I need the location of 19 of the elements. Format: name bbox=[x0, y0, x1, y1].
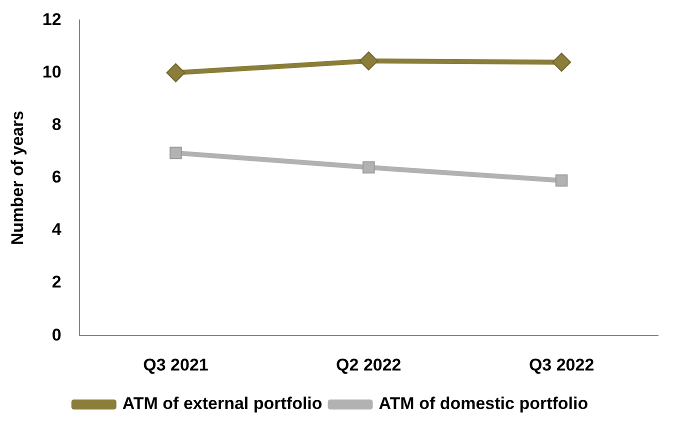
legend-label: ATM of domestic portfolio bbox=[378, 394, 588, 414]
y-axis-title: Number of years bbox=[8, 110, 27, 245]
legend-label: ATM of external portfolio bbox=[122, 394, 322, 414]
x-tick-label: Q3 2021 bbox=[143, 355, 208, 374]
y-tick-label: 12 bbox=[42, 10, 62, 29]
point bbox=[170, 146, 182, 160]
y-tick-label: 10 bbox=[42, 62, 62, 82]
point bbox=[555, 174, 568, 187]
point bbox=[166, 63, 186, 82]
y-tick-label: 0 bbox=[52, 325, 62, 344]
y-tick-label: 8 bbox=[52, 115, 62, 134]
y-tick-label: 2 bbox=[52, 272, 62, 292]
point bbox=[552, 52, 572, 72]
y-tick-label: 4 bbox=[52, 220, 62, 240]
x-tick-label: Q3 2022 bbox=[528, 355, 594, 374]
y-tick-label: 6 bbox=[52, 168, 62, 187]
point bbox=[362, 161, 375, 174]
point bbox=[359, 51, 378, 70]
x-tick-label: Q2 2022 bbox=[336, 355, 402, 374]
